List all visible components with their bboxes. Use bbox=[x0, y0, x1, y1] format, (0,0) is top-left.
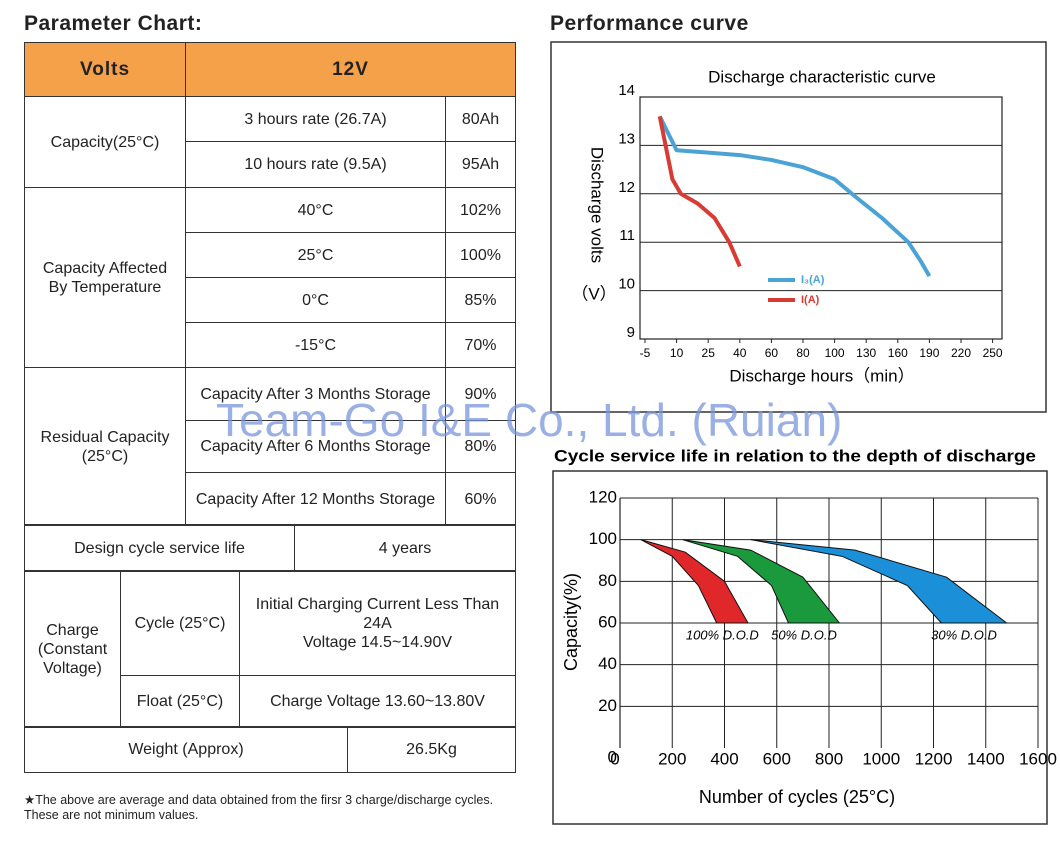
band-label: 50% D.O.D bbox=[771, 627, 837, 642]
cell: 10 hours rate (9.5A) bbox=[185, 141, 446, 188]
chart-title: Discharge characteristic curve bbox=[708, 67, 936, 86]
x-tick-label: 25 bbox=[702, 346, 716, 360]
x-tick-label: 1000 bbox=[862, 749, 900, 768]
cell: Weight (Approx) bbox=[24, 726, 348, 773]
y-tick-label: 13 bbox=[618, 130, 635, 147]
x-axis-label: Number of cycles (25°C) bbox=[699, 787, 895, 807]
section-title: Parameter Chart: bbox=[24, 12, 203, 35]
data-band bbox=[682, 539, 841, 624]
x-tick-label: 60 bbox=[765, 346, 779, 360]
chart-frame bbox=[552, 470, 1048, 825]
x-tick-label: 130 bbox=[856, 346, 876, 360]
cell: 4 years bbox=[294, 524, 516, 572]
data-line bbox=[657, 115, 932, 278]
band-label: 100% D.O.D bbox=[686, 627, 759, 642]
cell: 60% bbox=[445, 472, 516, 526]
y-tick-label: 80 bbox=[598, 571, 617, 590]
data-line bbox=[657, 115, 742, 268]
y-tick-label: 60 bbox=[598, 612, 617, 631]
legend-label: I(A) bbox=[801, 294, 820, 306]
y-tick-label: 0 bbox=[608, 747, 617, 766]
cell: 0°C bbox=[185, 277, 446, 323]
cell: 3 hours rate (26.7A) bbox=[185, 96, 446, 142]
row-label: Residual Capacity (25°C) bbox=[24, 367, 186, 526]
plot-frame bbox=[639, 96, 1003, 340]
x-tick-label: 1600 bbox=[1019, 749, 1057, 768]
x-tick-label: 200 bbox=[658, 749, 686, 768]
x-tick-label: 0 bbox=[610, 749, 619, 768]
y-tick-label: 11 bbox=[619, 227, 635, 244]
x-tick-label: 220 bbox=[951, 346, 971, 360]
y-axis-unit: （V） bbox=[571, 284, 616, 303]
cell: 26.5Kg bbox=[347, 726, 516, 773]
row-label: Capacity(25°C) bbox=[24, 96, 186, 188]
watermark: Team-Go I&E Co., Ltd. (Ruian) bbox=[216, 394, 843, 446]
data-band bbox=[640, 539, 749, 624]
cell-text: Initial Charging Current Less Than 24A bbox=[255, 595, 500, 632]
chart-frame bbox=[550, 41, 1047, 413]
x-tick-label: 160 bbox=[888, 346, 908, 360]
band-label: 30% D.O.D bbox=[931, 627, 997, 642]
legend-label: I₃(A) bbox=[801, 274, 825, 286]
x-tick-label: 400 bbox=[710, 749, 738, 768]
x-tick-label: 40 bbox=[733, 346, 747, 360]
y-tick-label: 40 bbox=[598, 654, 617, 673]
charge-table: Charge (Constant Voltage) Cycle (25°C) Ini… bbox=[24, 570, 516, 728]
x-tick-label: 10 bbox=[670, 346, 684, 360]
cell: 95Ah bbox=[445, 141, 516, 188]
x-axis-label: Discharge hours（min） bbox=[729, 366, 914, 385]
x-tick-label: 1400 bbox=[967, 749, 1005, 768]
y-tick-label: 100 bbox=[589, 529, 617, 548]
cell: Initial Charging Current Less Than 24A Vo… bbox=[239, 570, 516, 676]
weight-table: Weight (Approx) 26.5Kg bbox=[24, 726, 516, 773]
cell: Design cycle service life bbox=[24, 524, 295, 572]
y-tick-label: 9 bbox=[627, 324, 635, 341]
data-band bbox=[750, 539, 1009, 624]
y-tick-label: 20 bbox=[598, 696, 617, 715]
cell: -15°C bbox=[185, 322, 446, 368]
cell: 85% bbox=[445, 277, 516, 323]
section-title: Performance curve bbox=[550, 12, 749, 35]
cell: 40°C bbox=[185, 187, 446, 233]
x-tick-label: 190 bbox=[919, 346, 939, 360]
cell: 90% bbox=[445, 367, 516, 421]
y-axis-label: Capacity(%) bbox=[561, 573, 581, 671]
cycle-life-table: Design cycle service life 4 years bbox=[24, 524, 516, 572]
chart-title: Cycle service life in relation to the de… bbox=[554, 446, 1036, 465]
x-tick-label: 800 bbox=[815, 749, 843, 768]
cell: Charge Voltage 13.60~13.80V bbox=[239, 675, 516, 728]
x-tick-label: 600 bbox=[763, 749, 791, 768]
header-cell: 12V bbox=[185, 42, 516, 97]
y-tick-label: 10 bbox=[618, 276, 635, 293]
cell-text: Voltage 14.5~14.90V bbox=[302, 633, 453, 651]
cell: 100% bbox=[445, 232, 516, 278]
y-tick-label: 14 bbox=[618, 82, 635, 99]
x-tick-label: 80 bbox=[796, 346, 810, 360]
x-tick-label: 100 bbox=[825, 346, 845, 360]
y-tick-label: 120 bbox=[589, 487, 617, 506]
cell: Capacity After 3 Months Storage bbox=[185, 367, 446, 421]
x-tick-label: 1200 bbox=[915, 749, 953, 768]
cell: Capacity After 6 Months Storage bbox=[185, 420, 446, 473]
x-tick-label: -5 bbox=[640, 346, 651, 360]
y-axis-label: Discharge volts bbox=[588, 147, 607, 263]
y-tick-label: 12 bbox=[618, 179, 635, 196]
footnote: ★The above are average and data obtained… bbox=[24, 793, 494, 822]
x-tick-label: 250 bbox=[983, 346, 1003, 360]
cell: 70% bbox=[445, 322, 516, 368]
